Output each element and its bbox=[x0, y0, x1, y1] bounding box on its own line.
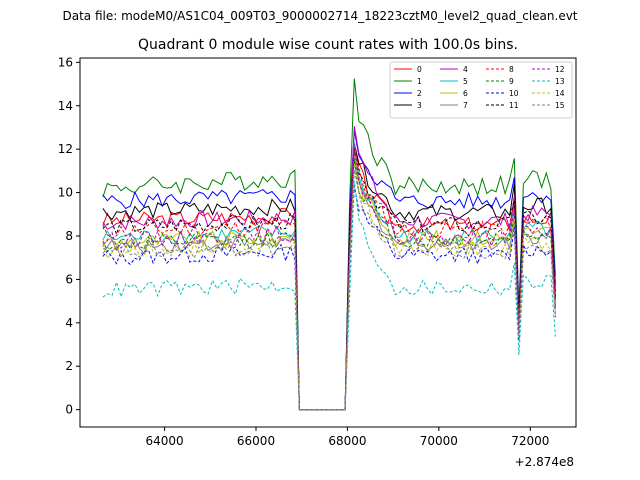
legend-label-14: 14 bbox=[555, 89, 565, 98]
series-line-15 bbox=[102, 169, 556, 411]
series-line-2 bbox=[102, 130, 556, 411]
legend-label-8: 8 bbox=[509, 65, 514, 74]
y-axis: 0 2 4 6 8 10 12 14 16 bbox=[58, 55, 80, 417]
y-tick-label: 16 bbox=[58, 55, 73, 69]
chart-title: Quadrant 0 module wise count rates with … bbox=[138, 37, 518, 53]
x-tick-label: 72000 bbox=[511, 434, 549, 448]
series-line-11 bbox=[102, 149, 556, 411]
legend-box bbox=[389, 61, 573, 119]
series-line-3 bbox=[102, 143, 556, 411]
legend-label-6: 6 bbox=[463, 89, 468, 98]
data-file-label: Data file: modeM0/AS1C04_009T03_90000027… bbox=[62, 9, 577, 23]
legend-label-5: 5 bbox=[463, 77, 468, 86]
legend-label-15: 15 bbox=[555, 101, 565, 110]
y-tick-label: 14 bbox=[58, 99, 73, 113]
legend-label-9: 9 bbox=[509, 77, 514, 86]
plot-frame bbox=[79, 57, 577, 428]
series-line-12 bbox=[102, 143, 556, 411]
y-tick-label: 8 bbox=[65, 229, 73, 243]
legend-label-13: 13 bbox=[555, 77, 565, 86]
x-offset-label: +2.874e8 bbox=[515, 455, 574, 469]
legend-label-2: 2 bbox=[417, 89, 422, 98]
x-tick-label: 68000 bbox=[328, 434, 366, 448]
series-line-1 bbox=[102, 78, 556, 411]
series-line-4 bbox=[102, 126, 556, 411]
legend-label-11: 11 bbox=[509, 101, 519, 110]
y-tick-label: 2 bbox=[65, 359, 73, 373]
y-tick-label: 6 bbox=[65, 272, 73, 286]
series-line-6 bbox=[102, 151, 556, 411]
legend-label-3: 3 bbox=[417, 101, 422, 110]
legend-label-7: 7 bbox=[463, 101, 468, 110]
y-tick-label: 12 bbox=[58, 142, 73, 156]
legend-label-10: 10 bbox=[509, 89, 519, 98]
series-line-8 bbox=[102, 148, 556, 411]
legend-label-0: 0 bbox=[417, 65, 422, 74]
y-tick-label: 4 bbox=[65, 316, 73, 330]
series-line-14 bbox=[102, 163, 556, 411]
series-line-5 bbox=[102, 142, 556, 411]
x-tick-label: 70000 bbox=[420, 434, 458, 448]
y-tick-label: 10 bbox=[58, 186, 73, 200]
x-tick-label: 66000 bbox=[237, 434, 275, 448]
series-line-0 bbox=[102, 143, 556, 411]
x-axis: 64000 66000 68000 70000 72000 bbox=[145, 427, 549, 448]
legend-label-12: 12 bbox=[555, 65, 565, 74]
y-tick-label: 0 bbox=[65, 403, 73, 417]
legend-label-1: 1 bbox=[417, 77, 422, 86]
series-layer bbox=[102, 78, 556, 411]
x-tick-label: 64000 bbox=[145, 434, 183, 448]
legend-label-4: 4 bbox=[463, 65, 468, 74]
